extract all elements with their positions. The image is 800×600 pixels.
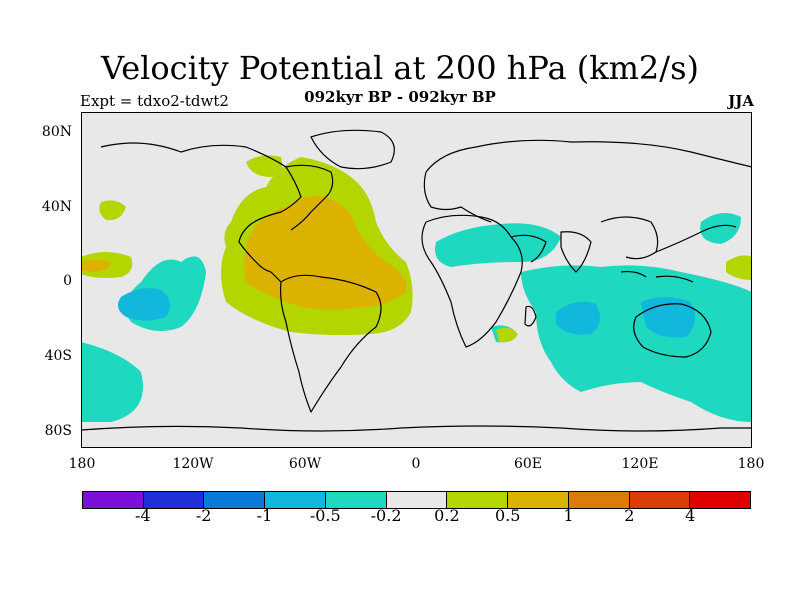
- lon-label-60w: 60W: [288, 456, 322, 472]
- colorbar-swatch: [386, 492, 448, 508]
- colorbar-tick-label: -1: [256, 506, 273, 525]
- lat-label-80n: 80N: [41, 124, 72, 140]
- colorbar: [82, 491, 751, 509]
- colorbar-swatch: [508, 492, 569, 508]
- lon-label-60e: 60E: [513, 456, 543, 472]
- chart-subtitle: 092kyr BP - 092kyr BP: [304, 88, 496, 106]
- lat-label-80s: 80S: [44, 423, 72, 439]
- colorbar-swatch: [629, 492, 691, 508]
- colorbar-tick-label: 0.2: [434, 506, 460, 525]
- colorbar-tick-label: 2: [624, 506, 635, 525]
- colorbar-swatch: [83, 492, 144, 508]
- colorbar-swatch: [690, 492, 751, 508]
- colorbar-swatch: [568, 492, 630, 508]
- colorbar-swatch: [265, 492, 326, 508]
- lon-label-180w: 180: [68, 456, 96, 472]
- colorbar-tick-label: 0.5: [494, 506, 521, 525]
- colorbar-tick-label: -4: [135, 506, 151, 525]
- colorbar-swatch: [447, 492, 509, 508]
- colorbar-swatch: [143, 492, 205, 508]
- colorbar-tick-label: -2: [195, 506, 212, 525]
- lon-label-120w: 120W: [172, 456, 214, 472]
- lon-label-180e: 180: [737, 456, 765, 472]
- colorbar-swatch: [325, 492, 387, 508]
- positive-region-orange: [81, 195, 407, 310]
- experiment-label: Expt = tdxo2-tdwt2: [80, 92, 229, 110]
- colorbar-swatch: [204, 492, 266, 508]
- map-border: [81, 112, 752, 448]
- colorbar-tick-label: 4: [685, 506, 696, 525]
- lat-label-40n: 40N: [41, 199, 72, 215]
- chart-title: Velocity Potential at 200 hPa (km2/s): [101, 49, 699, 87]
- velocity-potential-map: [81, 112, 752, 448]
- colorbar-tick-label: 1: [563, 506, 574, 525]
- lat-label-40s: 40S: [44, 348, 72, 364]
- lon-label-0: 0: [411, 456, 421, 472]
- lon-label-120e: 120E: [621, 456, 659, 472]
- season-label: JJA: [728, 92, 754, 110]
- colorbar-tick-label: -0.5: [309, 506, 341, 525]
- colorbar-tick-label: -0.2: [370, 506, 402, 525]
- coastlines: [81, 129, 752, 432]
- lat-label-0: 0: [63, 273, 72, 289]
